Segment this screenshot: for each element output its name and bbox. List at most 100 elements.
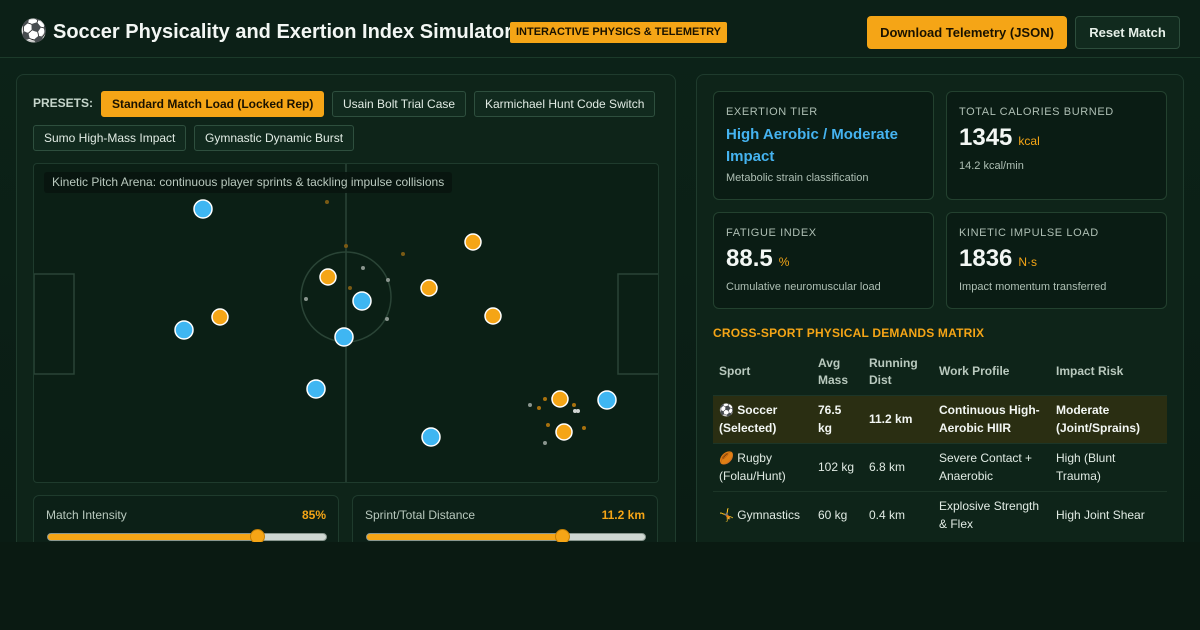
mass-cell: 60 kg (812, 490, 863, 539)
app-viewport: ⚽ Soccer Physicality and Exertion Index … (0, 0, 1200, 542)
stat-unit: N·s (1018, 255, 1038, 269)
sport-cell: 🤸 Gymnastics (713, 490, 812, 539)
soccer-ball-icon: ⚽ (20, 18, 48, 43)
table-row[interactable]: 🏉 Rugby (Folau/Hunt) 102 kg 6.8 km Sever… (713, 442, 1167, 491)
particle (576, 409, 580, 413)
stat-label: EXERTION TIER (726, 106, 818, 118)
player-orange (484, 307, 502, 325)
stat-subtext: Metabolic strain classification (726, 172, 869, 184)
player-orange (551, 390, 569, 408)
distance-cell: 6.8 km (863, 442, 933, 491)
distance-cell: 11.2 km (863, 394, 933, 443)
reset-match-button[interactable]: Reset Match (1075, 16, 1180, 49)
player-orange (464, 233, 482, 251)
particle (537, 406, 541, 410)
player-blue (597, 390, 617, 410)
sport-cell: 🏉 Rugby (Folau/Hunt) (713, 442, 812, 491)
demands-matrix-table: Sport Avg Mass Running Dist Work Profile… (713, 349, 1167, 539)
player-blue (352, 291, 372, 311)
slider-value: 11.2 km (601, 508, 645, 522)
team-orange (211, 233, 573, 441)
particle (543, 397, 547, 401)
exertion-tier-card: EXERTION TIER High Aerobic / Moderate Im… (713, 91, 934, 200)
column-header: Avg Mass (818, 355, 849, 387)
player-orange (319, 268, 337, 286)
player-orange (555, 423, 573, 441)
app-header: ⚽ Soccer Physicality and Exertion Index … (0, 0, 1200, 58)
preset-sumo-high-mass[interactable]: Sumo High-Mass Impact (33, 125, 187, 151)
table-header-row: Sport Avg Mass Running Dist Work Profile… (713, 349, 1167, 395)
stat-subtext: 14.2 kcal/min (959, 160, 1024, 172)
particle (572, 403, 576, 407)
profile-cell: Continuous High-Aerobic HIIR (933, 394, 1050, 443)
preset-gymnastic-burst[interactable]: Gymnastic Dynamic Burst (194, 125, 355, 151)
particle (401, 252, 405, 256)
risk-cell: High (Blunt Trauma) (1050, 442, 1167, 491)
particle (386, 278, 390, 282)
mass-cell: 76.5 kg (812, 394, 863, 443)
app-title: Soccer Physicality and Exertion Index Si… (53, 21, 513, 43)
preset-usain-bolt[interactable]: Usain Bolt Trial Case (332, 91, 467, 117)
simulation-panel: PRESETS: Standard Match Load (Locked Rep… (16, 74, 676, 542)
impulse-card: KINETIC IMPULSE LOAD 1836 N·s Impact mome… (946, 212, 1167, 309)
pitch-arena[interactable]: Kinetic Pitch Arena: continuous player s… (33, 163, 659, 483)
stat-subtext: Impact momentum transferred (959, 281, 1107, 293)
download-telemetry-button[interactable]: Download Telemetry (JSON) (867, 16, 1067, 49)
rugby-ball-icon: 🏉 (719, 451, 734, 465)
gymnast-icon: 🤸 (719, 508, 734, 523)
column-header: Sport (719, 364, 751, 379)
player-blue (421, 427, 441, 447)
calories-card: TOTAL CALORIES BURNED 1345 kcal 14.2 kcal… (946, 91, 1167, 200)
sport-cell: ⚽ Soccer (Selected) (713, 394, 812, 443)
exertion-tier-value: High Aerobic / Moderate Impact (726, 126, 898, 165)
particle (528, 403, 532, 407)
soccer-ball-icon: ⚽ (719, 403, 734, 417)
slider-value: 85% (301, 508, 326, 522)
particle (385, 317, 389, 321)
particle (344, 244, 348, 248)
telemetry-panel: EXERTION TIER High Aerobic / Moderate Im… (696, 74, 1184, 542)
profile-cell: Explosive Strength & Flex (933, 490, 1050, 539)
matrix-title: CROSS-SPORT PHYSICAL DEMANDS MATRIX (713, 326, 985, 340)
stat-label: KINETIC IMPULSE LOAD (959, 227, 1099, 239)
player-blue (334, 327, 354, 347)
particle (361, 266, 365, 270)
player-orange (420, 279, 438, 297)
player-blue (193, 199, 213, 219)
table-row[interactable]: 🤸 Gymnastics 60 kg 0.4 km Explosive Stre… (713, 490, 1167, 539)
slider-thumb[interactable] (554, 529, 570, 542)
match-intensity-slider[interactable] (47, 529, 327, 542)
sprint-distance-control: Sprint/Total Distance 11.2 km (352, 495, 658, 542)
motion-particles (304, 200, 586, 445)
slider-label: Match Intensity (46, 508, 127, 522)
column-header: Running Dist (869, 355, 918, 387)
sprint-distance-slider[interactable] (366, 529, 646, 542)
particle (543, 441, 547, 445)
pitch-canvas (34, 164, 658, 482)
impulse-value: 1836 N·s (959, 245, 1038, 272)
stat-unit: % (778, 255, 790, 269)
team-blue (174, 199, 617, 447)
particle (582, 426, 586, 430)
preset-standard-match-load[interactable]: Standard Match Load (Locked Rep) (101, 91, 325, 117)
column-header: Work Profile (939, 364, 1010, 379)
slider-fill (48, 534, 257, 540)
stat-unit: kcal (1018, 134, 1040, 148)
match-intensity-control: Match Intensity 85% (33, 495, 339, 542)
presets-label: PRESETS: (33, 96, 94, 110)
profile-cell: Severe Contact + Anaerobic (933, 442, 1050, 491)
table-row[interactable]: ⚽ Soccer (Selected) 76.5 kg 11.2 km Cont… (713, 394, 1167, 443)
player-blue (174, 320, 194, 340)
slider-fill (367, 534, 562, 540)
left-goal-box (34, 273, 75, 375)
fatigue-value: 88.5% (726, 245, 790, 272)
slider-thumb[interactable] (249, 529, 265, 542)
distance-cell: 0.4 km (863, 490, 933, 539)
stat-label: FATIGUE INDEX (726, 227, 817, 239)
stat-label: TOTAL CALORIES BURNED (959, 106, 1114, 118)
fatigue-card: FATIGUE INDEX 88.5% Cumulative neuromusc… (713, 212, 934, 309)
risk-cell: High Joint Shear (1050, 490, 1167, 539)
particle (546, 423, 550, 427)
preset-karmichael-hunt[interactable]: Karmichael Hunt Code Switch (474, 91, 656, 117)
column-header: Impact Risk (1056, 364, 1124, 379)
